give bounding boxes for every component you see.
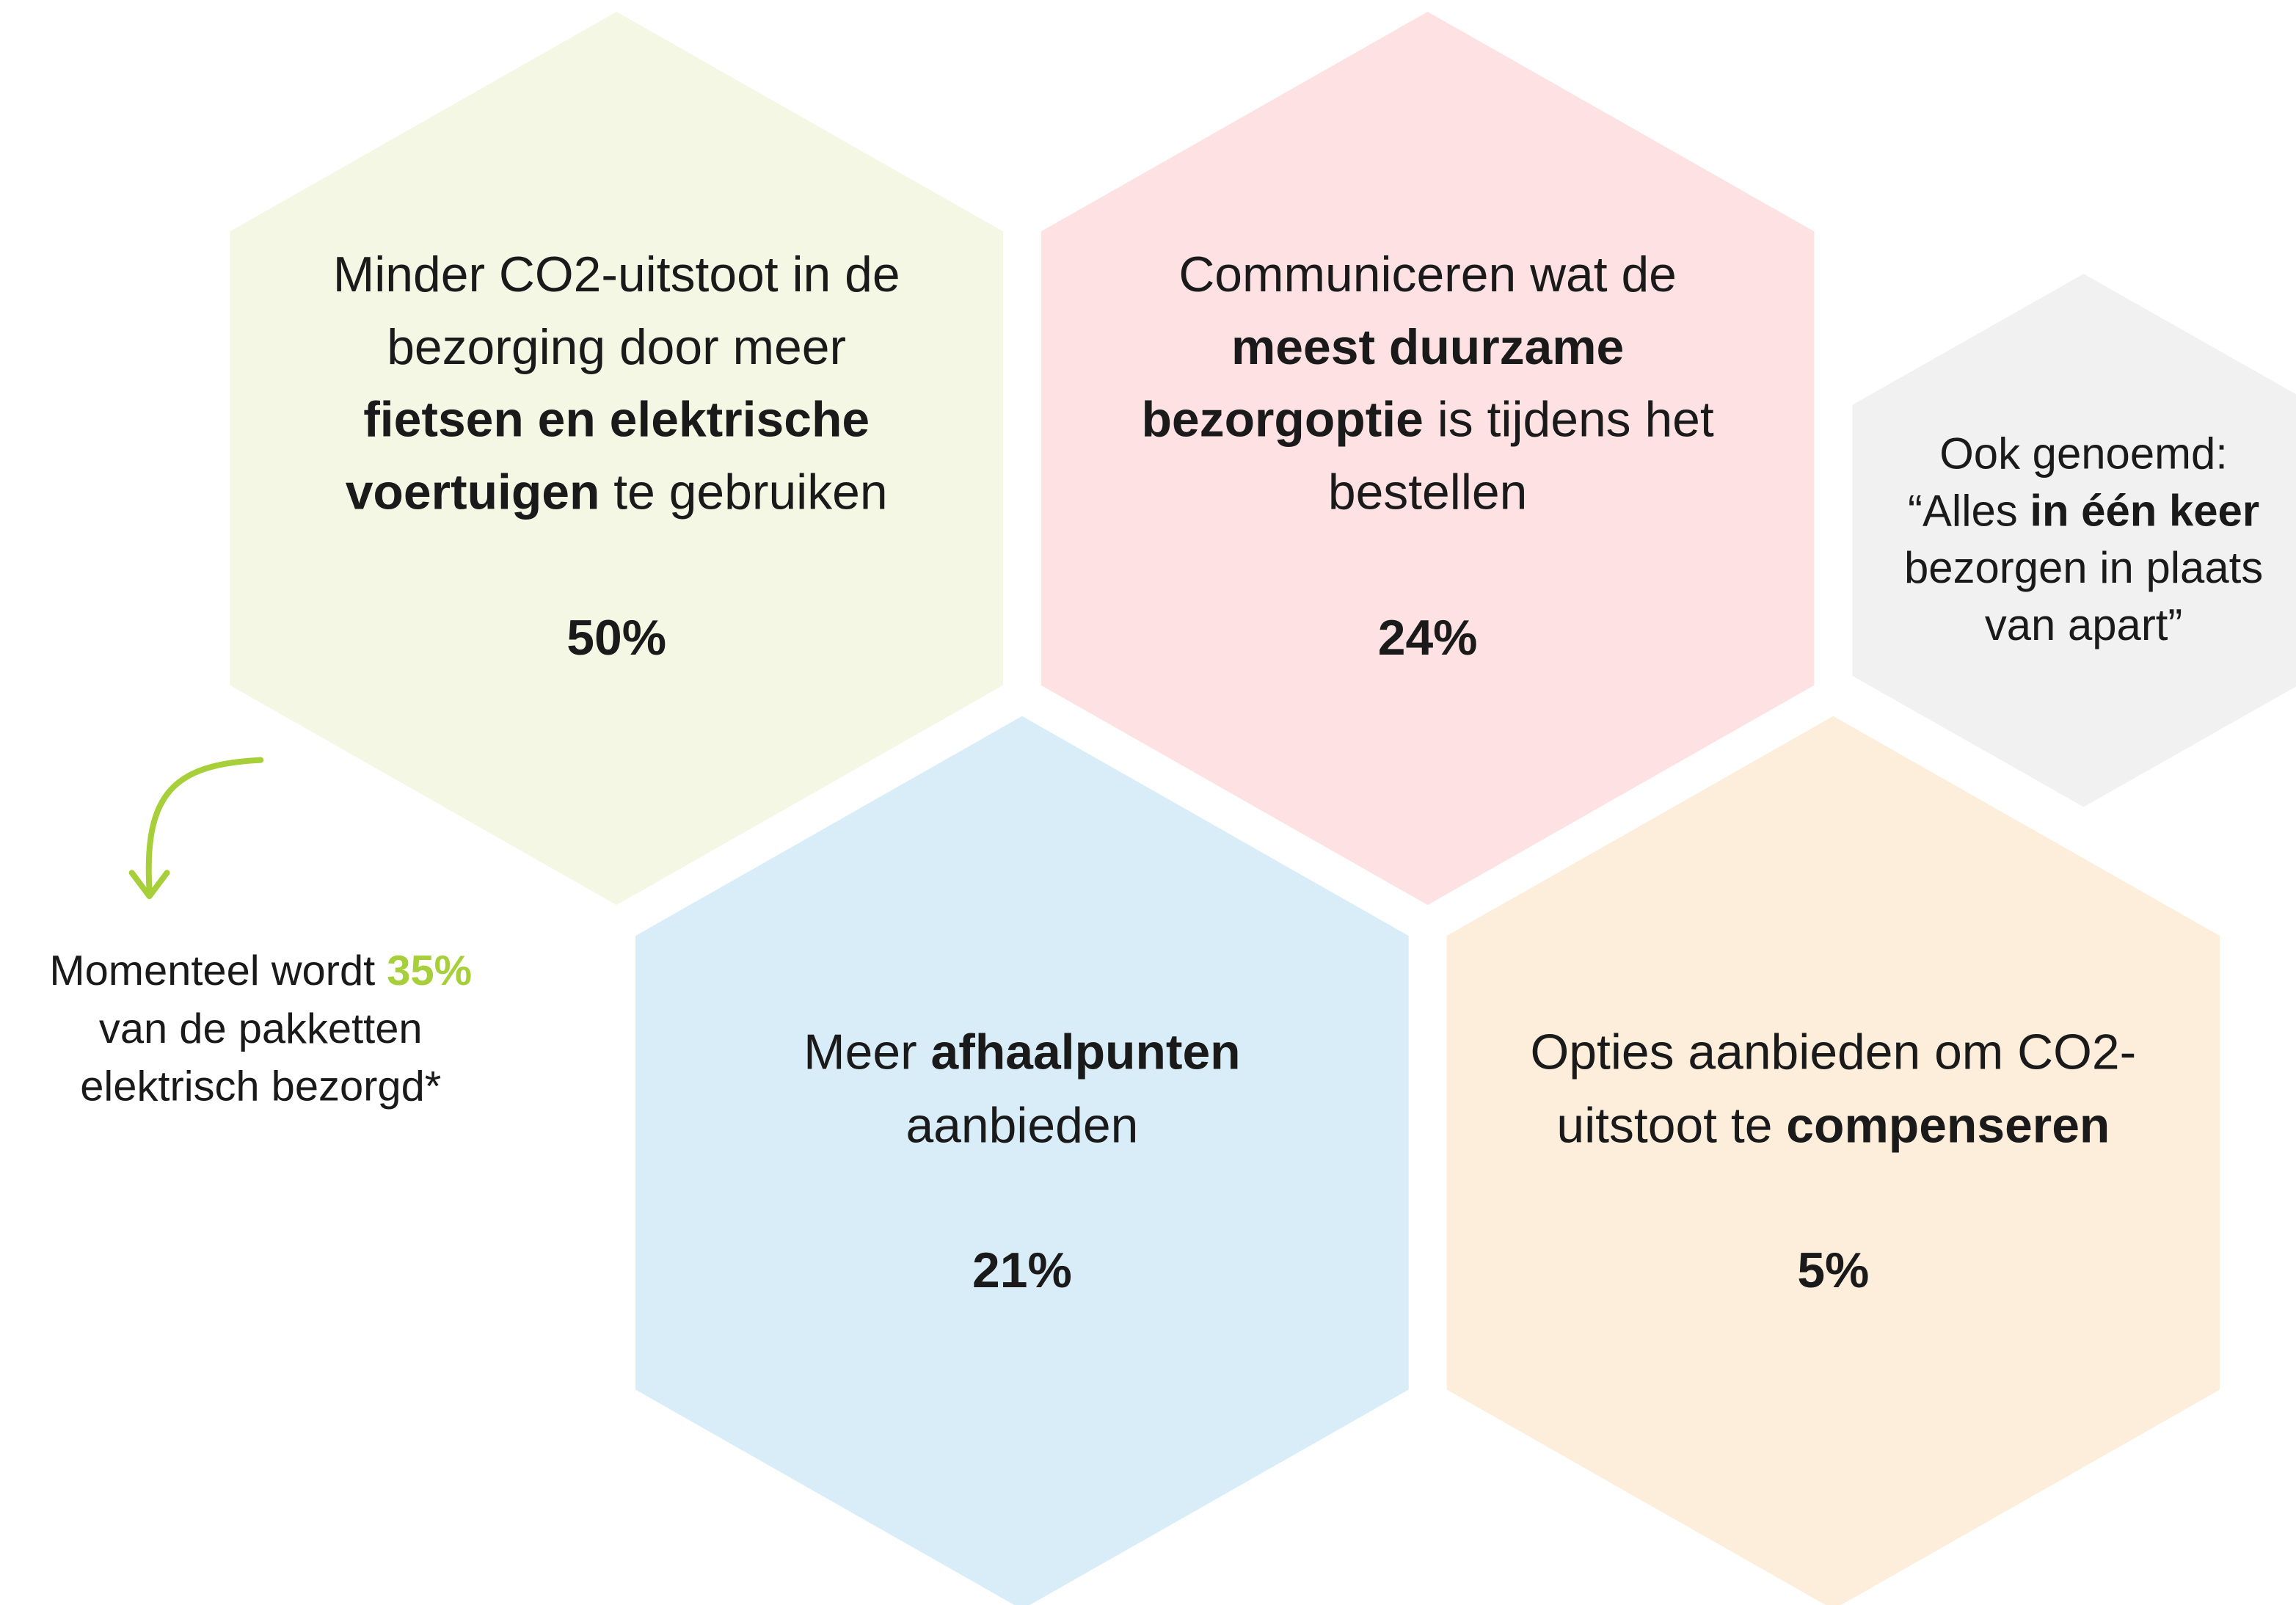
percentage: 21% bbox=[972, 1243, 1072, 1298]
text-segment: bezorgen in plaats bbox=[1904, 543, 2263, 592]
text-line: Opties aanbieden om CO2- bbox=[1531, 1025, 2137, 1080]
percentage: 5% bbox=[1797, 1243, 1869, 1298]
percentage: 24% bbox=[1378, 611, 1478, 666]
bold-segment: afhaalpunten bbox=[931, 1025, 1241, 1080]
text-segment: “Alles bbox=[1908, 486, 2030, 535]
text-segment: bezorging door meer bbox=[387, 320, 846, 375]
percentage: 50% bbox=[566, 611, 666, 666]
text-segment: Communiceren wat de bbox=[1178, 247, 1677, 302]
text-segment: is tijdens het bbox=[1424, 393, 1714, 448]
text-line: aanbieden bbox=[905, 1098, 1138, 1153]
text-line: Communiceren wat de bbox=[1178, 247, 1677, 302]
arrow bbox=[145, 757, 264, 894]
hexagon bbox=[1041, 11, 1815, 906]
text-segment: Ook genoemd: bbox=[1939, 429, 2228, 478]
text-segment: bestellen bbox=[1328, 465, 1528, 520]
hexagon bbox=[1852, 274, 2296, 807]
text-line: fietsen en elektrische bbox=[363, 393, 870, 448]
text-line: Momenteel wordt 35% bbox=[49, 947, 472, 994]
text-segment: Opties aanbieden om CO2- bbox=[1531, 1025, 2137, 1080]
text-segment: Minder CO2-uitstoot in de bbox=[333, 247, 900, 302]
text-segment: van de pakketten bbox=[99, 1005, 423, 1052]
text-line: Meer afhaalpunten bbox=[803, 1025, 1240, 1080]
arrow-head bbox=[128, 870, 170, 900]
text-segment: Momenteel wordt bbox=[49, 947, 387, 994]
bold-segment: in één keer bbox=[2030, 486, 2259, 535]
hexagon bbox=[230, 11, 1003, 906]
text-line: van de pakketten bbox=[99, 1005, 423, 1052]
text-line: bezorgen in plaats bbox=[1904, 543, 2263, 592]
text-line: bestellen bbox=[1328, 465, 1528, 520]
bold-segment: bezorgoptie bbox=[1142, 393, 1424, 448]
text-line: voertuigen te gebruiken bbox=[346, 465, 888, 520]
hexagon bbox=[1446, 716, 2220, 1605]
text-line: elektrisch bezorgd* bbox=[80, 1063, 441, 1110]
bold-segment: meest duurzame bbox=[1231, 320, 1624, 375]
text-segment: aanbieden bbox=[905, 1098, 1138, 1153]
text-segment: te gebruiken bbox=[599, 465, 887, 520]
bold-segment: compenseren bbox=[1786, 1098, 2110, 1153]
text-line: bezorgoptie is tijdens het bbox=[1142, 393, 1714, 448]
highlight-segment: 35% bbox=[387, 947, 472, 994]
text-line: bezorging door meer bbox=[387, 320, 846, 375]
bold-segment: voertuigen bbox=[346, 465, 600, 520]
text-line: Ook genoemd: bbox=[1939, 429, 2228, 478]
text-segment: Meer bbox=[803, 1025, 930, 1080]
text-line: uitstoot te compenseren bbox=[1556, 1098, 2110, 1153]
text-line: Minder CO2-uitstoot in de bbox=[333, 247, 900, 302]
text-segment: uitstoot te bbox=[1556, 1098, 1786, 1153]
text-line: van apart” bbox=[1985, 600, 2183, 649]
hexagon bbox=[635, 716, 1409, 1605]
text-segment: elektrisch bezorgd* bbox=[80, 1063, 441, 1110]
bold-segment: fietsen en elektrische bbox=[363, 393, 870, 448]
text-segment: van apart” bbox=[1985, 600, 2183, 649]
text-line: “Alles in één keer bbox=[1908, 486, 2259, 535]
text-line: meest duurzame bbox=[1231, 320, 1624, 375]
